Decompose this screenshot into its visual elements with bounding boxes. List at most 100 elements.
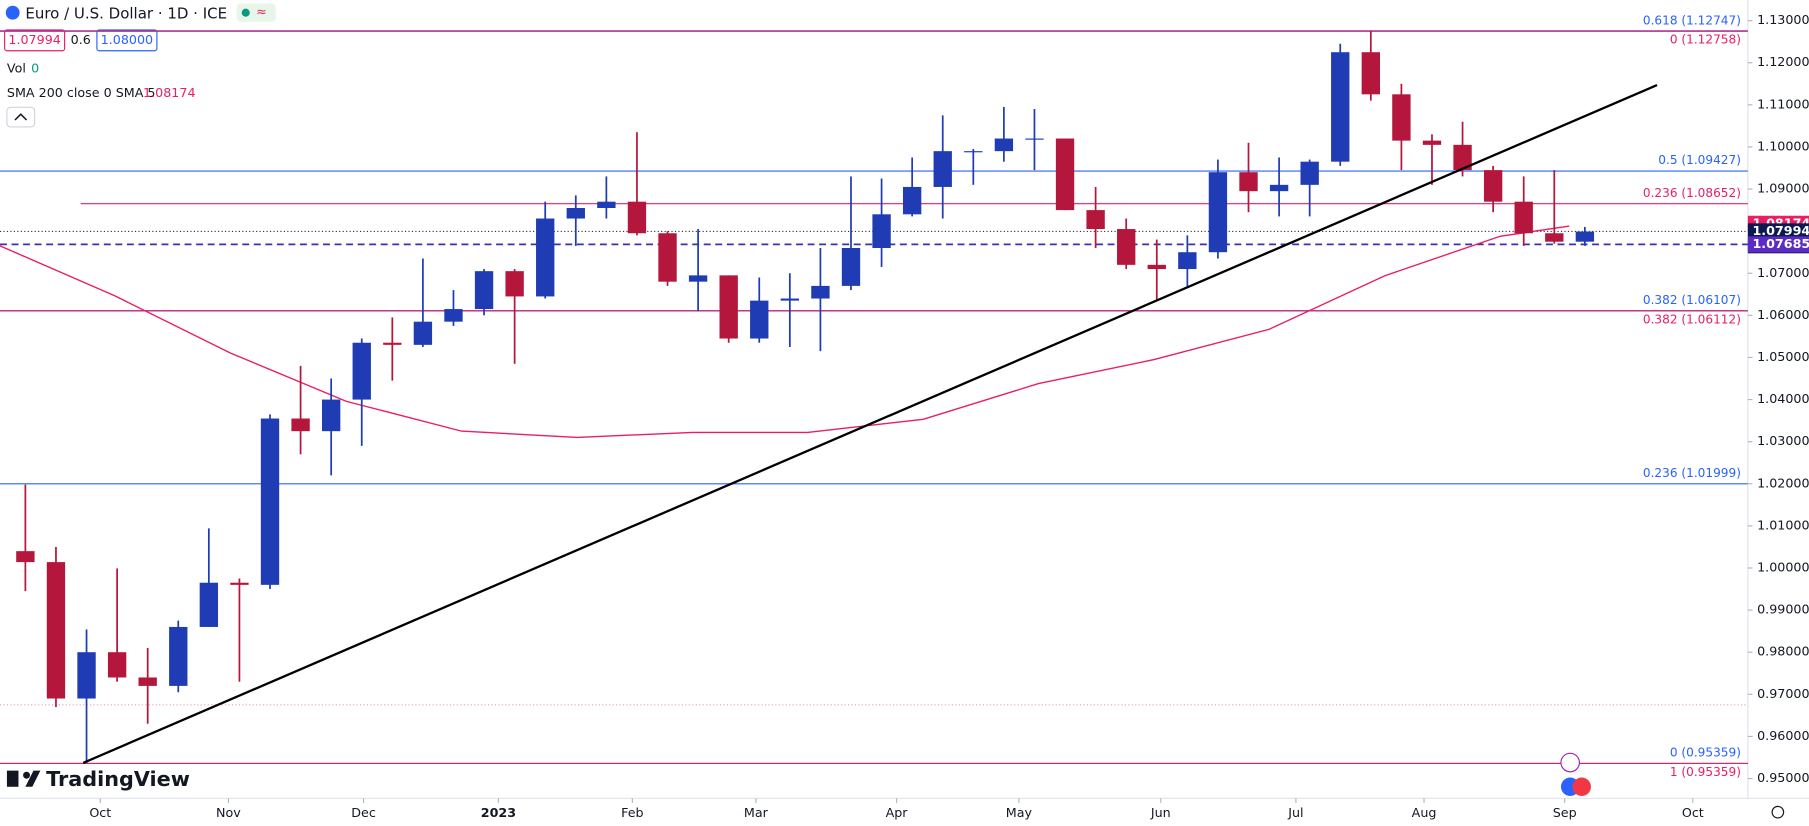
price-tag-label: 1.07685 — [1752, 236, 1809, 251]
candle-body — [321, 399, 341, 432]
sma-line — [0, 225, 1570, 439]
x-tick-label: Feb — [621, 805, 643, 820]
y-tick-label: 1.03000 — [1757, 433, 1809, 448]
ask-box[interactable] — [96, 29, 158, 52]
candle-body — [1392, 94, 1411, 141]
x-tick-label: Jun — [1150, 805, 1171, 820]
candle-body — [719, 275, 738, 339]
candle-body — [566, 207, 585, 219]
price-tag-label: 1.07994 — [1752, 223, 1809, 238]
event-icon[interactable] — [1560, 752, 1580, 773]
candle-body — [811, 285, 830, 299]
x-tick-label: May — [1006, 805, 1033, 820]
candle-body — [1422, 140, 1442, 145]
candle-body — [107, 652, 127, 678]
candle-body — [688, 275, 708, 282]
candle-body — [1055, 138, 1075, 211]
candle-body — [1483, 170, 1503, 202]
logo-mark — [6, 770, 19, 787]
x-tick-label: Mar — [744, 805, 769, 820]
x-tick-label: 2023 — [481, 805, 516, 820]
candle-body — [291, 418, 310, 432]
price-tag — [1747, 236, 1809, 253]
logo-mark — [23, 771, 30, 779]
candle-body — [1545, 233, 1564, 242]
plot: 0.618 (1.12747) 0 (1.12758) 0.5 (1.09427) 0… — [0, 13, 1748, 779]
candle-body — [1361, 52, 1380, 95]
candle-body — [505, 271, 524, 297]
candle-body — [383, 342, 402, 345]
candle-body — [1300, 161, 1319, 185]
candle-body — [1208, 172, 1228, 253]
candle-body — [474, 271, 494, 310]
status-icon: ≈ — [256, 4, 267, 19]
y-tick-label: 0.98000 — [1757, 644, 1809, 659]
fib-label: 0 (1.12758) — [1670, 33, 1741, 47]
candle-body — [1514, 201, 1533, 234]
y-tick-label: 1.11000 — [1757, 96, 1809, 111]
logo: TradingView — [6, 767, 190, 791]
candle-body — [1575, 231, 1595, 242]
candle-body — [199, 582, 219, 627]
fib-label: 0 (0.95359) — [1670, 746, 1741, 760]
y-tick-label: 1.01000 — [1757, 517, 1809, 532]
settings-icon[interactable] — [1771, 805, 1785, 819]
candle-body — [872, 214, 891, 248]
sma-value: 1.08174 — [143, 85, 195, 100]
y-tick-label: 1.09000 — [1757, 181, 1809, 196]
collapse-icon — [14, 113, 28, 121]
logo-mark — [25, 770, 41, 787]
candle-body — [16, 551, 35, 563]
candle-body — [444, 309, 463, 322]
candle-body — [627, 201, 647, 234]
candle-body — [260, 418, 280, 585]
fib-label: 0.5 (1.09427) — [1658, 153, 1741, 167]
fib-label: 0.382 (1.06107) — [1643, 293, 1741, 307]
candle-body — [1025, 138, 1044, 140]
collapse-button[interactable] — [6, 106, 36, 128]
fib-label: 0.382 (1.06112) — [1643, 312, 1741, 326]
x-tick-label: Oct — [89, 805, 111, 820]
y-tick-label: 1.02000 — [1757, 475, 1809, 490]
x-tick-label: Apr — [886, 805, 909, 820]
fib-label: 1 (0.95359) — [1670, 765, 1741, 779]
x-tick-label: Oct — [1682, 805, 1704, 820]
y-tick-label: 0.96000 — [1757, 728, 1809, 743]
y-tick-label: 1.04000 — [1757, 391, 1809, 406]
candle-body — [169, 626, 188, 686]
candle-body — [1331, 52, 1350, 162]
candle-body — [1117, 229, 1136, 265]
candle-body — [46, 562, 66, 699]
y-tick-label: 1.10000 — [1757, 138, 1809, 153]
candle-body — [413, 321, 433, 345]
y-tick-label: 1.12000 — [1757, 54, 1809, 69]
ask: 1.08000 — [101, 32, 153, 47]
x-tick-label: Dec — [351, 805, 376, 820]
y-tick-label: 1.05000 — [1757, 349, 1809, 364]
candle-body — [536, 218, 555, 297]
brand: TradingView — [46, 767, 190, 791]
candle-body — [230, 582, 249, 585]
x-tick-label: Nov — [216, 805, 241, 820]
candle-body — [841, 247, 861, 286]
candle-body — [597, 201, 616, 208]
y-tick-label: 1.00000 — [1757, 559, 1809, 574]
candle-body — [1269, 184, 1289, 192]
chart-title: Euro / U.S. Dollar · 1D · ICE — [25, 4, 227, 22]
bid-box[interactable] — [4, 29, 66, 52]
sma-label: SMA 200 close 0 SMA 5 — [7, 85, 156, 100]
volume-value: 0 — [31, 61, 39, 76]
market-status — [241, 8, 250, 17]
candle-body — [138, 677, 157, 686]
event-icon[interactable] — [1572, 777, 1591, 797]
candle-body — [933, 151, 952, 187]
fib-label: 0.618 (1.12747) — [1643, 13, 1741, 27]
x-tick-label: Aug — [1412, 805, 1437, 820]
y-tick-label: 1.07000 — [1757, 265, 1809, 280]
candle-body — [1239, 172, 1258, 192]
symbol-icon — [5, 5, 20, 20]
candle-body — [1147, 264, 1166, 270]
candle-body — [1178, 252, 1197, 270]
fib-label: 0.236 (1.01999) — [1643, 466, 1741, 480]
